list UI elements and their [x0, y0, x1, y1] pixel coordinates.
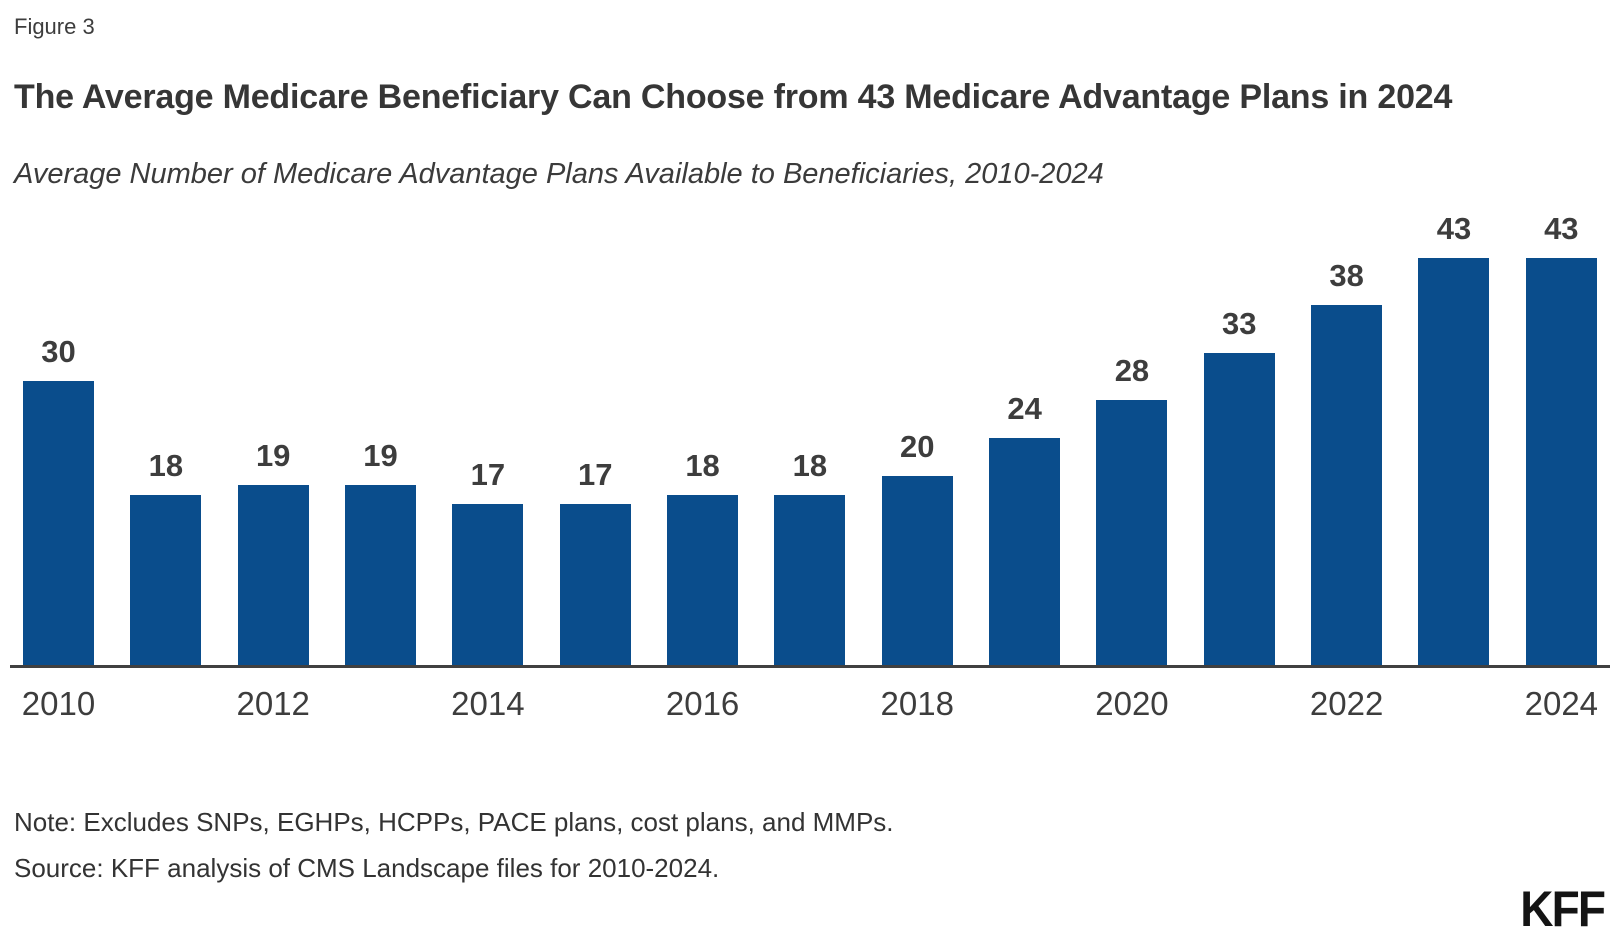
bar-2011 [130, 495, 202, 665]
kff-logo: KFF [1520, 881, 1606, 937]
bar-value-label-2011: 18 [148, 448, 184, 483]
bar-value-label-2013: 19 [363, 438, 398, 473]
bar-value-label-2020: 28 [1114, 353, 1150, 388]
x-tick-2012: 2012 [236, 685, 310, 722]
chart-title: The Average Medicare Beneficiary Can Cho… [14, 78, 1453, 116]
bar-2018 [881, 476, 953, 665]
bar-2022 [1311, 305, 1383, 665]
bar-chart: 30 18 19 19 17 17 18 18 20 24 28 33 38 43 43 2010 2012 2… [0, 190, 1620, 724]
bar-2016 [667, 495, 739, 665]
x-tick-2024: 2024 [1524, 685, 1599, 722]
bar-value-label-2019: 24 [1007, 391, 1042, 426]
bar-value-label-2018: 20 [900, 429, 935, 464]
x-tick-empty [130, 684, 201, 724]
x-tick-2020: 2020 [1095, 685, 1169, 722]
bar-group-2024: 43 [1525, 211, 1597, 665]
chart-footer: Note: Excludes SNPs, EGHPs, HCPPs, PACE … [0, 806, 1620, 884]
x-axis-line [10, 665, 1610, 668]
bar-2010 [23, 381, 94, 665]
bar-2019 [989, 438, 1061, 665]
bar-2021 [1203, 353, 1275, 665]
bar-group-2013: 19 [345, 438, 417, 665]
x-tick-empty [1204, 684, 1275, 724]
bar-value-label-2023: 43 [1436, 211, 1472, 246]
x-tick-empty [345, 684, 416, 724]
figure-label: Figure 3 [14, 14, 95, 39]
source-text: Source: KFF analysis of CMS Landscape fi… [14, 853, 720, 883]
bar-group-2017: 18 [774, 448, 846, 665]
x-tick-2014: 2014 [451, 685, 525, 722]
bar-group-2014: 17 [452, 457, 524, 665]
bar-2024 [1525, 258, 1597, 665]
bar-group-2011: 18 [130, 448, 202, 665]
bar-2020 [1096, 400, 1168, 665]
bar-value-label-2017: 18 [792, 448, 828, 483]
bar-2013 [345, 485, 417, 665]
bar-value-label-2021: 33 [1222, 306, 1257, 341]
bar-group-2019: 24 [989, 391, 1061, 665]
x-tick-2016: 2016 [665, 685, 740, 722]
x-tick-2010: 2010 [21, 685, 96, 722]
bar-group-2023: 43 [1418, 211, 1490, 665]
x-tick-empty [1418, 684, 1489, 724]
bar-2017 [774, 495, 846, 665]
x-axis-labels: 2010 2012 2014 2016 2018 2020 2022 2024 [0, 684, 1620, 724]
bar-group-2021: 33 [1203, 306, 1275, 665]
bar-group-2022: 38 [1311, 258, 1383, 665]
x-tick-2022: 2022 [1309, 685, 1384, 722]
bar-value-label-2022: 38 [1329, 258, 1364, 293]
bar-value-label-2010: 30 [41, 334, 76, 369]
bar-value-label-2024: 43 [1544, 211, 1579, 246]
bar-value-label-2012: 19 [255, 438, 291, 473]
chart-subtitle: Average Number of Medicare Advantage Pla… [14, 158, 1104, 190]
bar-2014 [452, 504, 524, 665]
bar-group-2012: 19 [237, 438, 309, 665]
bar-group-2010: 30 [23, 334, 94, 665]
x-tick-empty [989, 684, 1060, 724]
x-tick-empty [560, 684, 631, 724]
bar-group-2018: 20 [881, 429, 953, 665]
bar-value-label-2015: 17 [577, 457, 613, 492]
note-text: Note: Excludes SNPs, EGHPs, HCPPs, PACE … [14, 807, 894, 837]
bar-group-2016: 18 [667, 448, 739, 665]
bar-2012 [237, 485, 309, 665]
x-tick-empty [774, 684, 845, 724]
bar-value-label-2014: 17 [470, 457, 506, 492]
bar-group-2020: 28 [1096, 353, 1168, 665]
x-tick-2018: 2018 [880, 685, 954, 722]
bars: 30 18 19 19 17 17 18 18 20 24 28 33 38 43 43 [0, 190, 1620, 665]
bar-value-label-2016: 18 [685, 448, 720, 483]
bar-2023 [1418, 258, 1490, 665]
bar-2015 [559, 504, 631, 665]
bar-group-2015: 17 [559, 457, 631, 665]
chart-header: Figure 3 The Average Medicare Beneficiar… [0, 0, 1620, 190]
